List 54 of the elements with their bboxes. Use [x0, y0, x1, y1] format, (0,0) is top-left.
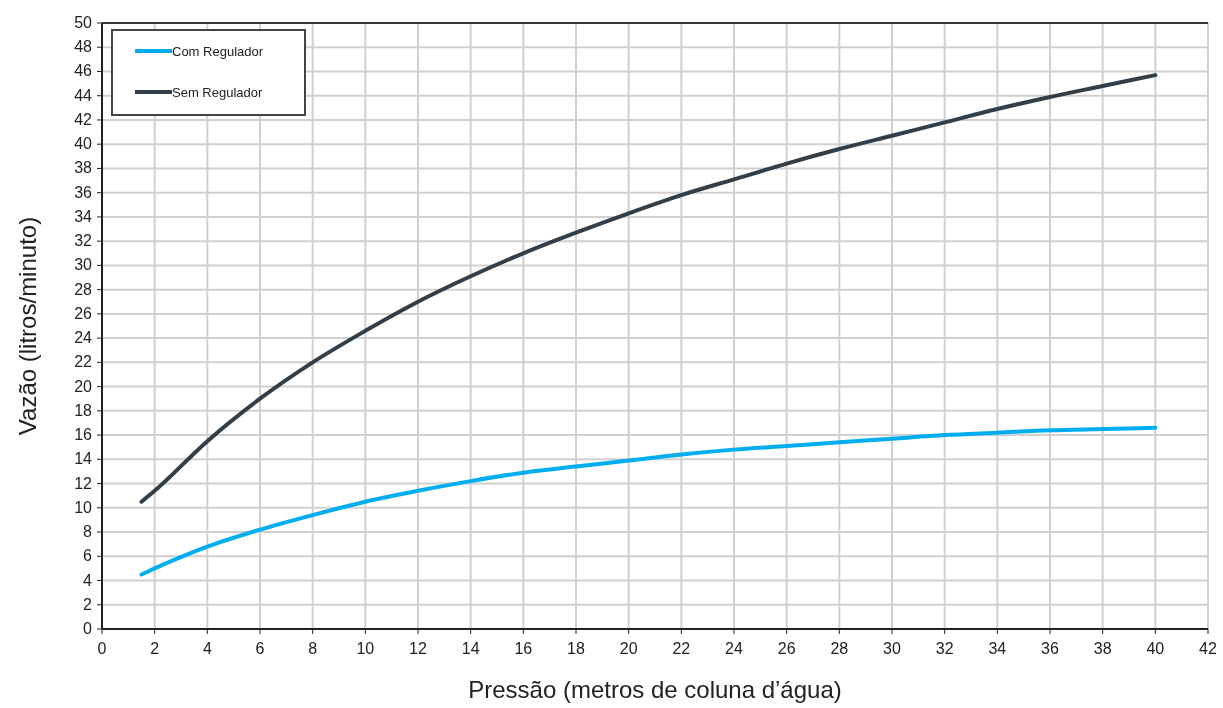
y-tick-label: 20	[74, 377, 93, 395]
x-axis-title: Pressão (metros de coluna d’água)	[468, 676, 842, 703]
x-tick-label: 20	[619, 640, 638, 657]
x-tick-label: 34	[988, 640, 1007, 657]
y-tick-label: 48	[74, 38, 93, 56]
x-tick-label: 42	[1199, 640, 1217, 657]
y-tick-label: 32	[74, 232, 93, 250]
y-axis-title: Vazão (litros/minuto)	[14, 216, 41, 436]
y-tick-label: 40	[74, 135, 93, 153]
line-series	[139, 73, 1158, 504]
legend-label: Com Regulador	[172, 44, 264, 59]
y-tick-label: 26	[74, 304, 93, 322]
x-tick-label: 26	[777, 640, 796, 657]
y-tick-label: 42	[74, 110, 93, 128]
y-tick-label: 8	[83, 523, 93, 541]
x-tick-label: 14	[461, 640, 480, 657]
y-tick-label: 24	[74, 329, 93, 347]
x-tick-label: 24	[725, 640, 743, 657]
y-tick-label: 10	[74, 498, 93, 516]
y-tick-label: 6	[83, 547, 93, 565]
x-tick-label: 18	[567, 640, 585, 657]
y-tick-label: 18	[74, 401, 93, 419]
y-tick-label: 34	[74, 207, 93, 225]
y-tick-label: 14	[74, 450, 93, 468]
y-tick-label: 30	[74, 256, 93, 274]
x-tick-label: 2	[150, 640, 160, 657]
x-tick-label: 28	[830, 640, 849, 657]
x-tick-label: 16	[514, 640, 533, 657]
y-tick-label: 28	[74, 280, 93, 298]
x-tick-label: 40	[1146, 640, 1165, 657]
x-tick-label: 8	[308, 640, 318, 657]
x-tick-label: 30	[883, 640, 901, 657]
x-tick-label: 4	[202, 640, 212, 657]
x-tick-label: 12	[409, 640, 427, 657]
y-tick-label: 44	[74, 86, 93, 104]
x-tick-label: 0	[97, 640, 107, 657]
x-tick-label: 32	[935, 640, 954, 657]
y-tick-label: 4	[83, 571, 93, 589]
y-tick-label: 46	[74, 62, 93, 80]
y-tick-label: 50	[74, 14, 93, 31]
y-tick-label: 12	[74, 474, 93, 492]
y-tick-label: 16	[74, 426, 93, 444]
x-tick-label: 36	[1041, 640, 1059, 657]
y-tick-label: 2	[83, 595, 93, 613]
y-tick-label: 36	[74, 183, 93, 201]
y-tick-label: 0	[83, 620, 93, 637]
legend-label: Sem Regulador	[172, 85, 263, 100]
y-tick-label: 38	[74, 159, 93, 177]
y-tick-label: 22	[74, 353, 93, 371]
x-tick-label: 38	[1093, 640, 1112, 657]
x-tick-label: 10	[356, 640, 375, 657]
line-series	[139, 425, 1158, 577]
x-tick-label: 6	[255, 640, 265, 657]
x-tick-label: 22	[672, 640, 691, 657]
